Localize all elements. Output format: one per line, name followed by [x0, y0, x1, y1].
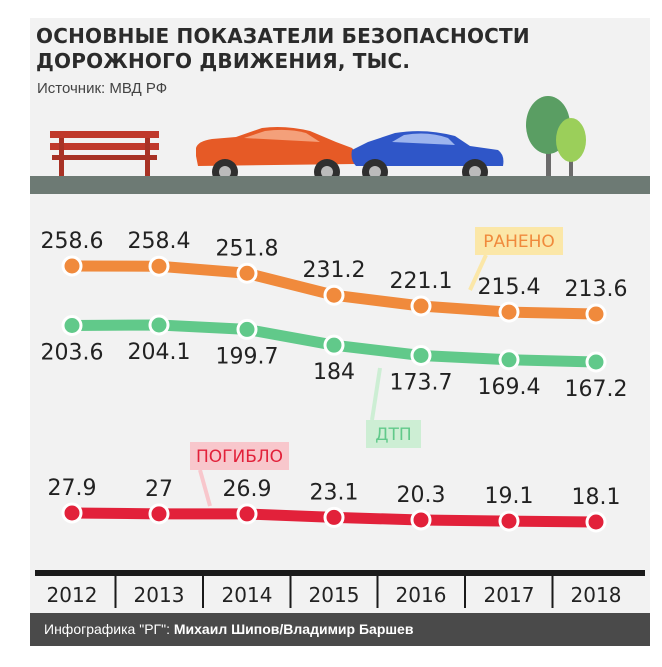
data-point: [498, 301, 520, 323]
data-label: 173.7: [390, 370, 453, 395]
data-label: 221.1: [390, 269, 453, 294]
data-point: [61, 315, 83, 337]
credits-authors: Михаил Шипов/Владимир Баршев: [173, 621, 414, 637]
credits: Инфографика "РГ": Михаил Шипов/Владимир …: [44, 621, 413, 637]
axis-divider: [202, 570, 204, 608]
axis-divider: [464, 570, 466, 608]
data-label: 23.1: [310, 480, 359, 505]
year-axis: 2012 2013 2014 2015 2016 2017 2018: [35, 570, 645, 608]
tick-label: 2012: [47, 583, 98, 607]
data-point: [498, 349, 520, 371]
tag-pointer: [370, 367, 382, 421]
axis-divider: [289, 570, 292, 608]
data-label: 258.4: [128, 229, 191, 254]
data-point: [323, 506, 345, 528]
bench-icon: [50, 131, 159, 176]
series-tag-bg: [475, 227, 563, 255]
data-point: [585, 511, 607, 533]
data-label: 27.9: [48, 476, 97, 501]
data-label: 251.8: [216, 236, 279, 261]
data-point: [61, 502, 83, 524]
series-3: 27.9 27 26.9 23.1 20.3 19.1 18.1 ПОГИБЛО: [48, 442, 621, 533]
tick-label: 2014: [222, 583, 273, 607]
tick-label: 2017: [484, 583, 535, 607]
series-2: 203.6 204.1 199.7 184 173.7 169.4 167.2 ДТП: [41, 314, 628, 448]
data-label: 167.2: [565, 377, 628, 402]
data-label: 199.7: [216, 344, 279, 369]
data-point: [236, 318, 258, 340]
data-point: [323, 284, 345, 306]
tick-label: 2015: [309, 583, 360, 607]
data-label: 184: [313, 360, 355, 385]
tick-label: 2013: [134, 583, 185, 607]
data-label: 213.6: [565, 277, 628, 302]
data-label: 26.9: [223, 477, 272, 502]
tree-icon: [526, 96, 586, 176]
blue-car-icon: [351, 131, 504, 185]
data-point: [148, 314, 170, 336]
series-layer: 258.6 258.4 251.8 231.2 221.1 215.4 213.6 РАНЕН…: [41, 227, 628, 533]
data-label: 215.4: [478, 275, 541, 300]
data-point: [148, 503, 170, 525]
data-label: 204.1: [128, 340, 191, 365]
data-label: 231.2: [303, 258, 366, 283]
data-point: [585, 351, 607, 373]
series-tag: ПОГИБЛО: [196, 447, 283, 467]
tick-label: 2016: [396, 583, 447, 607]
data-label: 20.3: [397, 483, 446, 508]
title-line-1: ОСНОВНЫЕ ПОКАЗАТЕЛИ БЕЗОПАСНОСТИ: [36, 24, 530, 48]
data-point: [585, 303, 607, 325]
data-point: [236, 503, 258, 525]
data-label: 169.4: [478, 375, 541, 400]
axis-line: [35, 570, 645, 576]
data-point: [236, 262, 258, 284]
data-point: [410, 344, 432, 366]
footer-bar: Инфографика "РГ": Михаил Шипов/Владимир …: [30, 613, 650, 646]
credits-prefix: Инфографика "РГ":: [44, 621, 174, 637]
data-label: 203.6: [41, 341, 104, 366]
series-1: 258.6 258.4 251.8 231.2 221.1 215.4 213.6 РАНЕН…: [41, 227, 628, 325]
series-tag-bg: [366, 420, 421, 448]
data-label: 27: [145, 477, 173, 502]
tick-label: 2018: [571, 583, 622, 607]
data-point: [498, 510, 520, 532]
tag-pointer: [198, 469, 212, 507]
axis-divider: [114, 570, 117, 608]
source-note: Источник: МВД РФ: [37, 80, 168, 97]
data-label: 19.1: [485, 484, 534, 509]
axis-divider: [376, 570, 379, 608]
data-point: [410, 295, 432, 317]
title-line-2: ДОРОЖНОГО ДВИЖЕНИЯ, ТЫС.: [36, 49, 411, 73]
axis-divider: [551, 570, 554, 608]
chart-title: ОСНОВНЫЕ ПОКАЗАТЕЛИ БЕЗОПАСНОСТИ ДОРОЖНО…: [36, 24, 530, 74]
series-tag: РАНЕНО: [483, 232, 555, 252]
data-point: [61, 255, 83, 277]
data-point: [323, 334, 345, 356]
data-point: [148, 255, 170, 277]
tag-pointer: [468, 254, 488, 291]
road: [30, 176, 650, 194]
data-label: 258.6: [41, 229, 104, 254]
series-tag-bg: [190, 442, 289, 470]
data-point: [410, 509, 432, 531]
series-tag: ДТП: [375, 425, 411, 445]
data-label: 18.1: [572, 485, 621, 510]
